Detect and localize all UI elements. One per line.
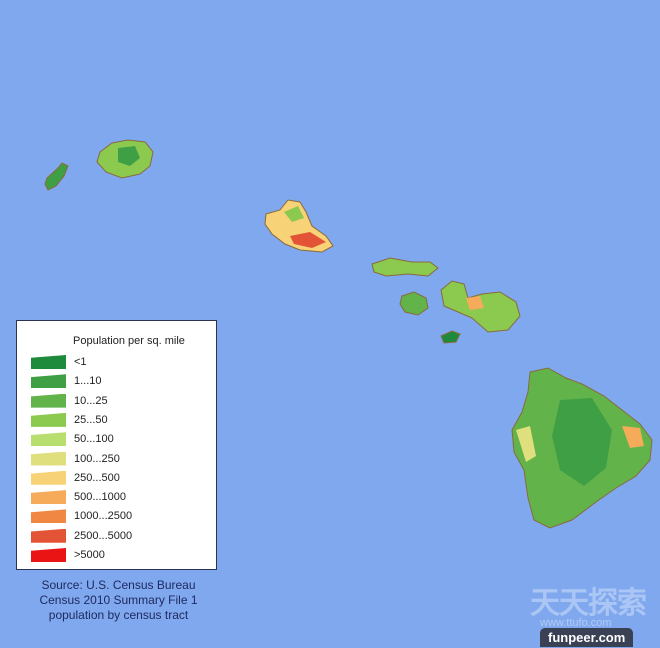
legend-label: 250...500: [74, 471, 120, 484]
legend-swatch: [31, 451, 66, 466]
source-note: Source: U.S. Census Bureau Census 2010 S…: [16, 578, 221, 623]
legend-swatch: [31, 432, 66, 447]
legend-swatch: [31, 374, 66, 389]
legend-label: 50...100: [74, 433, 114, 446]
legend-swatch: [31, 470, 66, 485]
watermark-url: www.ttufo.com: [540, 617, 612, 629]
source-line-2: Census 2010 Summary File 1: [39, 593, 198, 607]
legend-item: >5000: [31, 548, 105, 562]
legend-item: 100...250: [31, 451, 120, 466]
island-niihau: [44, 162, 69, 191]
legend-swatch: [31, 509, 66, 524]
legend-item: <1: [31, 355, 87, 369]
legend-label: 1000...2500: [74, 510, 133, 523]
legend-swatch: [31, 490, 66, 505]
maui-urban: [466, 296, 484, 310]
hawaii-kona: [516, 426, 536, 462]
legend-item: 1...10: [31, 374, 102, 389]
map-legend: Population per sq. mile <1 1...10 10...25 2…: [16, 320, 217, 570]
island-molokai: [371, 257, 439, 277]
legend-title: Population per sq. mile: [73, 335, 185, 347]
island-lanai: [399, 291, 429, 316]
legend-label: 2500...5000: [74, 529, 133, 542]
source-line-3: population by census tract: [48, 608, 189, 622]
legend-label: 100...250: [74, 452, 120, 465]
legend-item: 25...50: [31, 412, 108, 427]
legend-label: 1...10: [74, 375, 102, 388]
legend-swatch: [31, 412, 66, 427]
source-line-1: Source: U.S. Census Bureau: [41, 578, 196, 592]
watermark-site: funpeer.com: [540, 628, 634, 647]
legend-label: >5000: [74, 549, 105, 561]
legend-item: 2500...5000: [31, 528, 133, 543]
legend-label: 500...1000: [74, 491, 126, 504]
legend-label: 25...50: [74, 413, 108, 426]
oahu-urban: [290, 232, 326, 248]
hawaii-interior: [552, 398, 612, 486]
legend-swatch: [31, 548, 66, 562]
legend-item: 250...500: [31, 470, 120, 485]
kauai-interior: [118, 146, 140, 166]
island-kahoolawe: [440, 330, 461, 344]
legend-item: 500...1000: [31, 490, 126, 505]
oahu-ridge: [284, 206, 304, 222]
legend-label: <1: [74, 356, 87, 368]
watermark-chinese: 天天探索: [530, 587, 647, 620]
legend-swatch: [31, 355, 66, 369]
legend-swatch: [31, 528, 66, 543]
legend-item: 10...25: [31, 393, 108, 408]
legend-item: 50...100: [31, 432, 114, 447]
legend-swatch: [31, 393, 66, 408]
legend-label: 10...25: [74, 394, 108, 407]
legend-item: 1000...2500: [31, 509, 133, 524]
hawaii-hilo: [622, 426, 644, 448]
